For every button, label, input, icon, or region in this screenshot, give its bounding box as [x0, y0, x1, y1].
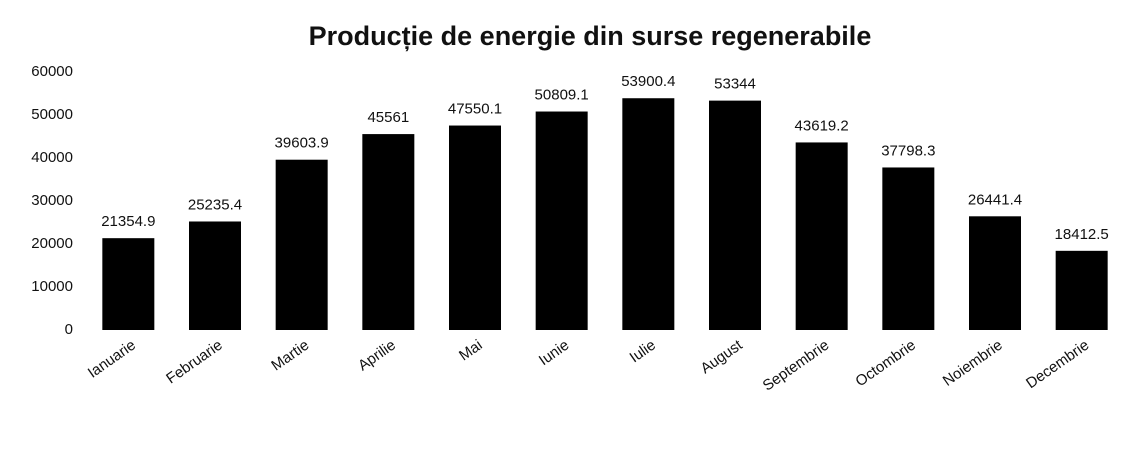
x-tick-label: Februarie [163, 337, 225, 388]
chart-title: Producție de energie din surse regenerab… [309, 21, 872, 51]
data-label: 39603.9 [275, 135, 329, 152]
x-tick-label: Iulie [627, 337, 659, 367]
bar [1055, 250, 1108, 330]
x-tick-label: Octombrie [852, 337, 918, 391]
y-tick-label: 50000 [31, 106, 73, 123]
bar [969, 216, 1021, 330]
x-tick-label: Mai [456, 337, 486, 365]
data-label: 25235.4 [188, 196, 242, 213]
y-tick-label: 60000 [31, 63, 73, 80]
y-tick-label: 10000 [31, 278, 73, 295]
bar [449, 125, 501, 330]
y-tick-label: 20000 [31, 235, 73, 252]
data-label: 26441.4 [968, 191, 1022, 208]
data-label: 53900.4 [621, 73, 675, 90]
x-tick-label: August [698, 336, 747, 377]
x-tick-label: Martie [268, 337, 312, 375]
data-label: 18412.5 [1055, 226, 1109, 243]
data-label: 45561 [367, 109, 409, 126]
data-label: 21354.9 [101, 213, 155, 230]
data-label: 50809.1 [535, 86, 589, 103]
data-label: 53344 [714, 76, 756, 93]
bar [622, 98, 675, 331]
x-tick-label: Iunie [536, 337, 572, 370]
bar [535, 111, 588, 330]
data-label: 43619.2 [795, 117, 849, 134]
y-tick-label: 40000 [31, 149, 73, 166]
bar [882, 167, 935, 330]
data-label: 47550.1 [448, 101, 502, 118]
bar [362, 134, 415, 330]
x-tick-label: Decembrie [1023, 337, 1092, 393]
data-label: 37798.3 [881, 142, 935, 159]
bar [795, 142, 848, 330]
y-tick-label: 30000 [31, 192, 73, 209]
bar [275, 159, 328, 330]
x-tick-label: Ianuarie [85, 337, 139, 382]
bar [189, 221, 241, 330]
x-tick-label: Noiembrie [940, 337, 1006, 390]
bar [102, 238, 155, 330]
x-tick-label: Septembrie [760, 337, 833, 395]
bar [709, 100, 761, 331]
x-tick-label: Aprilie [355, 337, 399, 375]
y-tick-label: 0 [65, 321, 73, 338]
